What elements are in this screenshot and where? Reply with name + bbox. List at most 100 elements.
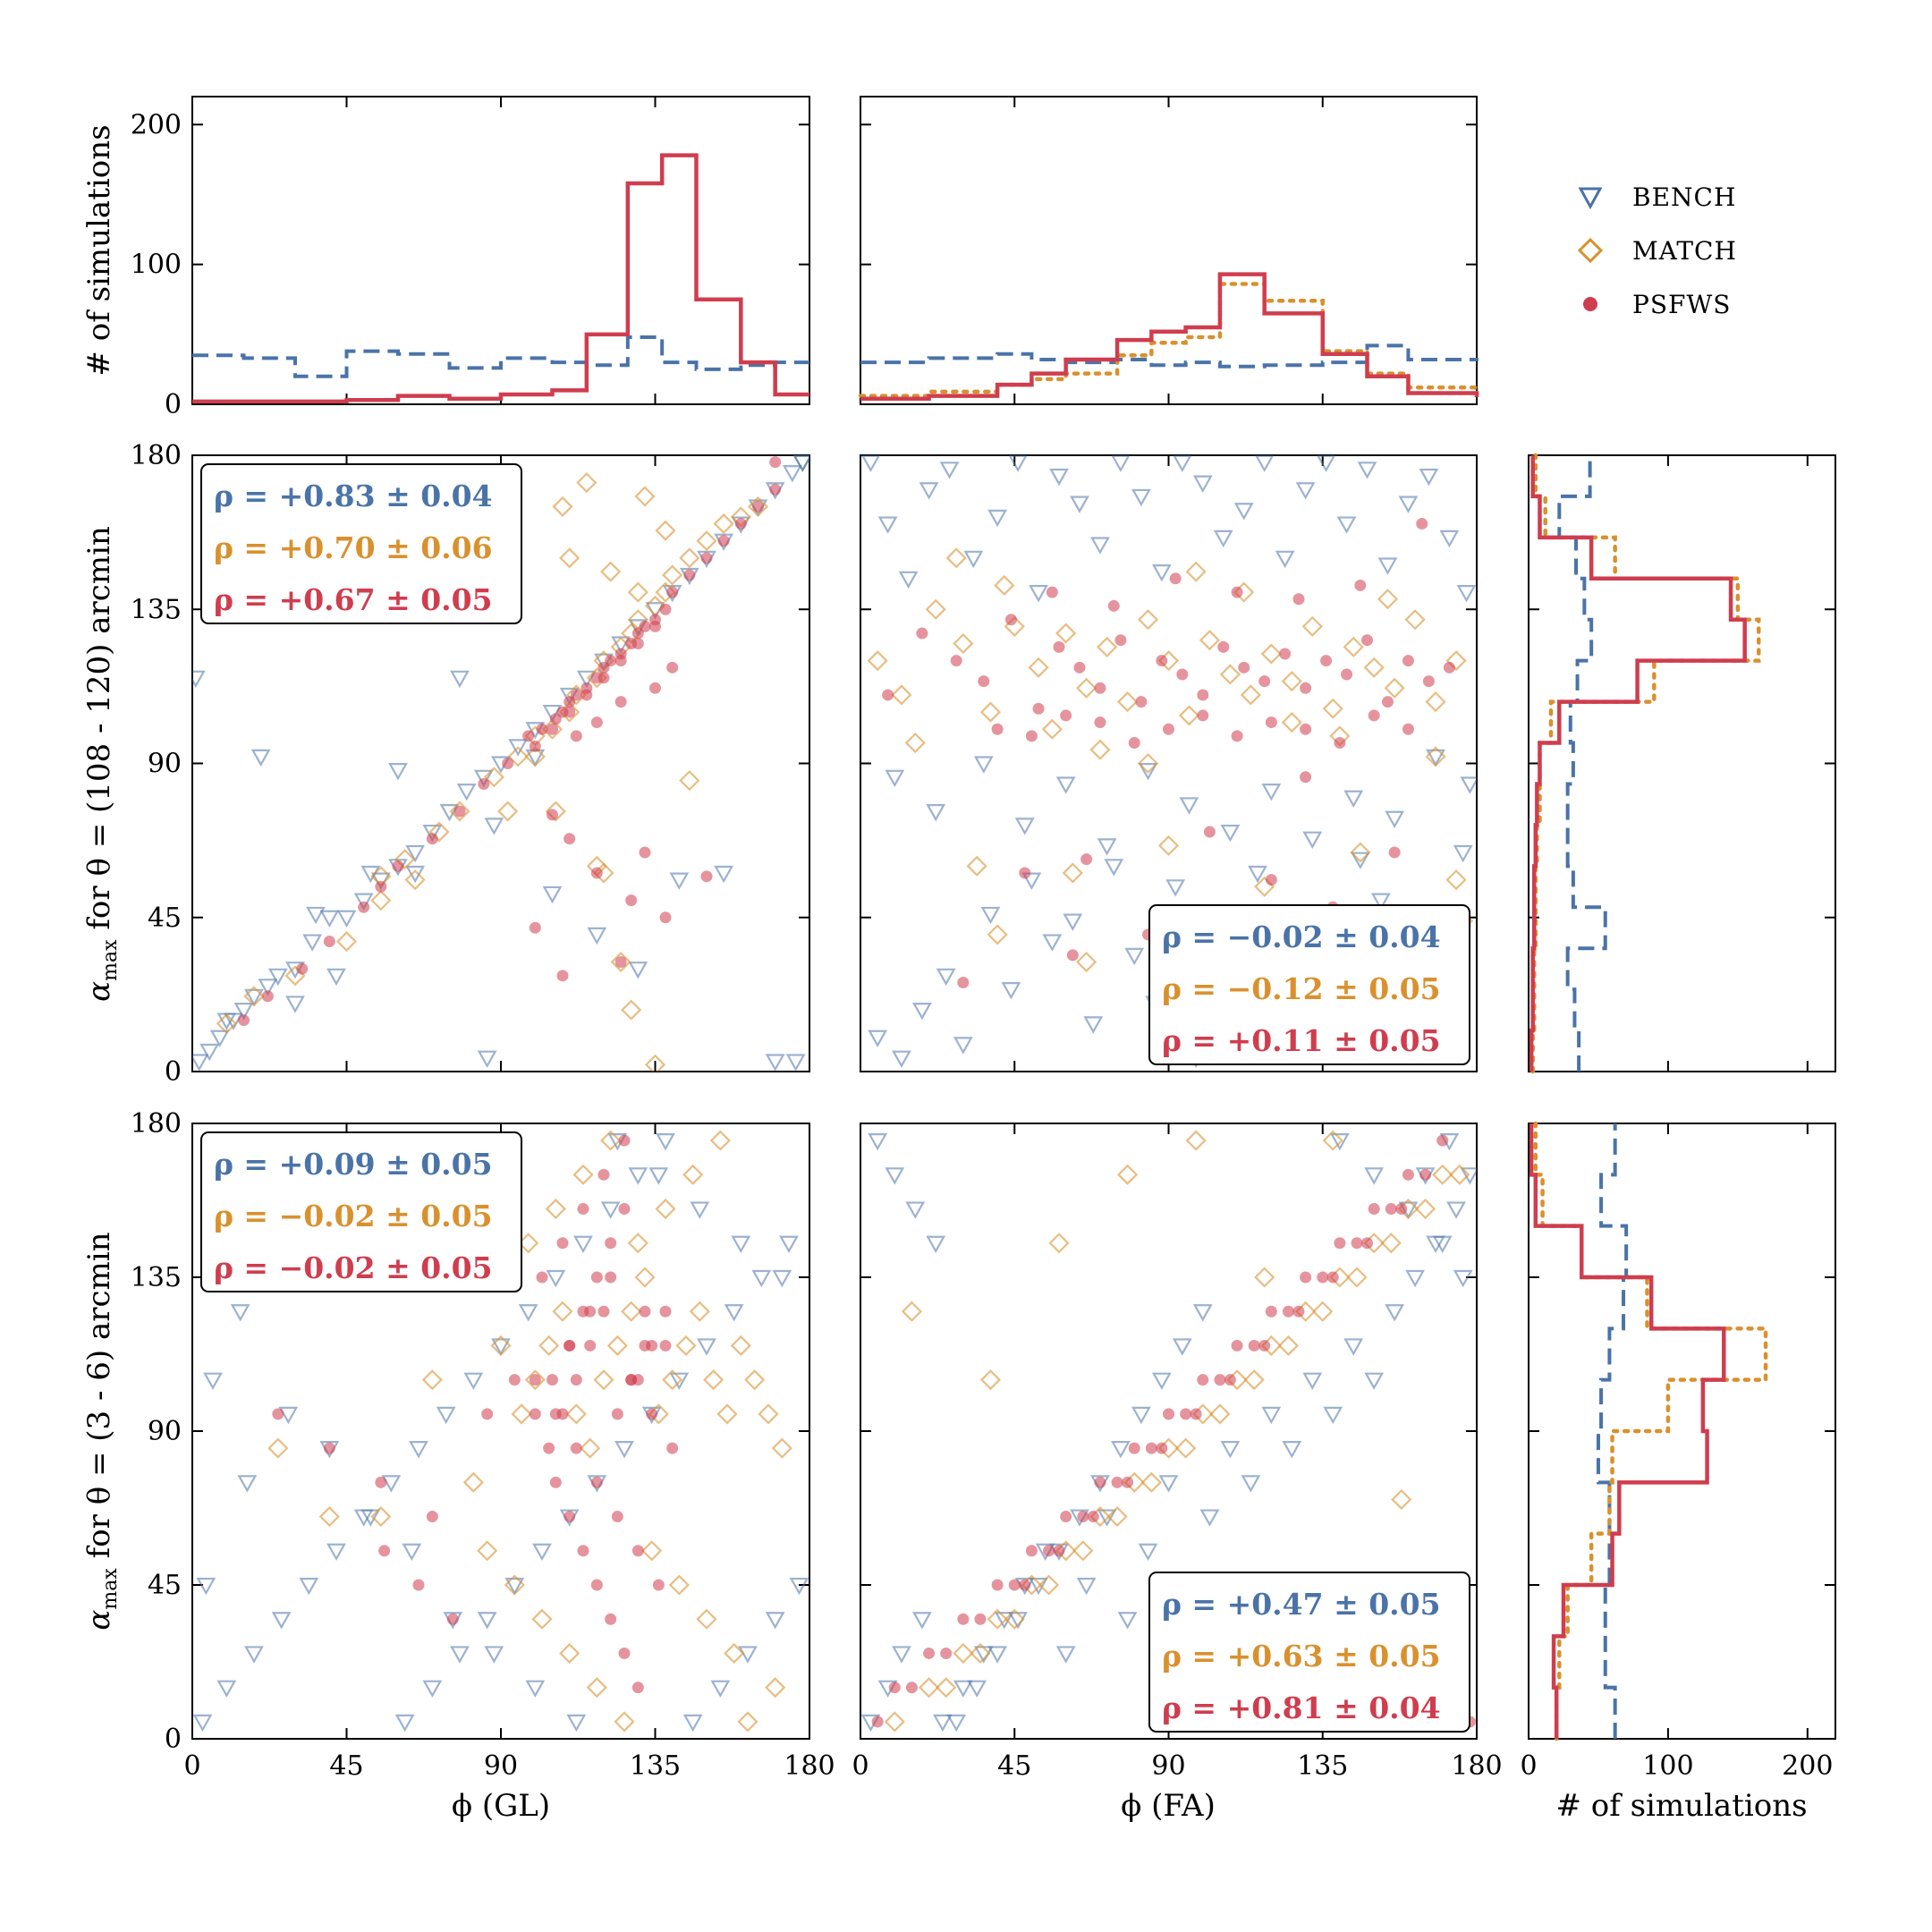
match-point <box>1415 1199 1436 1220</box>
bench-point <box>785 1054 806 1072</box>
psfws-point <box>1214 1374 1226 1386</box>
bench-point <box>1083 1016 1104 1034</box>
x-tick-label: 0 <box>1520 1750 1537 1782</box>
match-point <box>1038 1574 1060 1596</box>
match-point <box>621 1301 642 1322</box>
bench-point <box>1138 763 1158 781</box>
match-point <box>713 513 734 535</box>
match-point <box>970 1642 991 1664</box>
hist-match-line <box>858 282 1479 398</box>
match-point <box>1425 691 1446 713</box>
psfws-point <box>605 1271 617 1284</box>
y-tick-label: 135 <box>131 594 182 625</box>
psfws-point <box>564 1511 576 1523</box>
bench-point <box>724 1304 744 1322</box>
match-point <box>538 1335 560 1356</box>
x-tick-label: 90 <box>1151 1750 1185 1782</box>
psfws-point <box>412 1579 425 1591</box>
psfws-point <box>547 723 558 735</box>
bench-point <box>576 670 597 689</box>
match-point <box>1343 636 1364 657</box>
psfws-point <box>1292 593 1305 606</box>
psfws-point <box>614 956 627 969</box>
bench-point <box>765 1054 785 1072</box>
match-point <box>891 684 912 706</box>
bench-point <box>1131 488 1151 507</box>
match-point <box>641 1540 663 1562</box>
psfws-point <box>1265 1305 1277 1318</box>
psfws-point <box>570 689 582 701</box>
psfws-point <box>618 1134 631 1147</box>
match-point <box>606 1335 628 1356</box>
bench-point <box>1275 550 1295 569</box>
psfws-point <box>597 1305 610 1318</box>
psfws-point <box>1248 1339 1260 1352</box>
bench-point <box>868 1133 888 1151</box>
psfws-point <box>529 1374 541 1386</box>
bench-point <box>1172 1338 1192 1356</box>
match-point <box>1380 1233 1402 1254</box>
bench-point <box>439 803 460 822</box>
bench-point <box>1151 1372 1172 1390</box>
match-point <box>730 1335 751 1356</box>
psfws-point <box>1197 1374 1209 1386</box>
psfws-point <box>536 723 548 735</box>
psfws-point <box>666 1442 679 1454</box>
y-axis-label-row2: αmax for θ = (3 - 6) arcmin <box>81 1232 122 1630</box>
scatter-row1-fa-points <box>860 455 1477 1068</box>
bench-point <box>456 784 477 801</box>
psfws-point <box>646 1408 658 1420</box>
legend-label-match: MATCH <box>1632 236 1737 266</box>
psfws-point <box>584 1339 597 1352</box>
scatter-row2-fa: 0 45 90 135 180 ρ = +0.47 ± 0.05 ρ = +0.63 ± 0… <box>852 1123 1503 1782</box>
bench-point <box>1377 557 1398 575</box>
match-point <box>884 1711 905 1733</box>
psfws-point <box>590 1271 603 1284</box>
psfws-point <box>1094 1476 1106 1488</box>
psfws-point <box>577 1203 589 1216</box>
x-axis-label-fa: ϕ (FA) <box>1121 1788 1216 1824</box>
bench-point <box>1220 1441 1241 1459</box>
psfws-point <box>1128 737 1140 750</box>
match-point <box>511 1403 532 1425</box>
bench-point <box>1453 844 1473 863</box>
psfws-point <box>1197 689 1209 701</box>
psfws-point <box>1094 682 1106 694</box>
psfws-point <box>666 586 679 598</box>
correlation-psfws: ρ = +0.67 ± 0.05 <box>214 582 493 617</box>
match-point <box>572 1164 594 1185</box>
bench-point <box>1173 455 1192 472</box>
psfws-point <box>375 1476 387 1488</box>
psfws-point <box>1128 1442 1140 1454</box>
correlation-psfws: ρ = +0.81 ± 0.04 <box>1162 1690 1441 1725</box>
match-point <box>634 486 656 507</box>
psfws-point <box>1341 668 1353 681</box>
correlation-bench: ρ = +0.83 ± 0.04 <box>214 479 493 513</box>
psfws-point <box>1060 709 1072 722</box>
match-point <box>504 1574 525 1596</box>
correlation-box-frame <box>200 1131 522 1292</box>
hist-right-row2-frame <box>1528 1123 1836 1740</box>
match-point <box>1384 677 1405 699</box>
psfws-point <box>1395 1203 1408 1216</box>
bench-point <box>233 1003 254 1021</box>
psfws-point <box>508 1374 521 1386</box>
match-point <box>867 650 888 672</box>
bench-point <box>1282 1441 1302 1459</box>
psfws-point <box>1122 1476 1134 1488</box>
alpha-subscript: max <box>99 939 122 981</box>
match-point <box>1301 615 1323 637</box>
psfws-point <box>1114 634 1127 647</box>
hist-gl-axes: 0 100 200 <box>131 96 810 420</box>
bench-point <box>682 1714 703 1733</box>
match-point <box>1055 623 1077 644</box>
y-tick-label: 0 <box>165 389 182 420</box>
match-point <box>1097 636 1118 657</box>
y-axis-label-row1: αmax for θ = (108 - 120) arcmin <box>81 526 122 1002</box>
match-point <box>979 1369 1002 1391</box>
psfws-point <box>659 1339 672 1352</box>
bench-point <box>1357 462 1377 479</box>
bench-point <box>1014 818 1035 835</box>
match-point <box>1028 657 1049 678</box>
psfws-point <box>549 1408 562 1420</box>
